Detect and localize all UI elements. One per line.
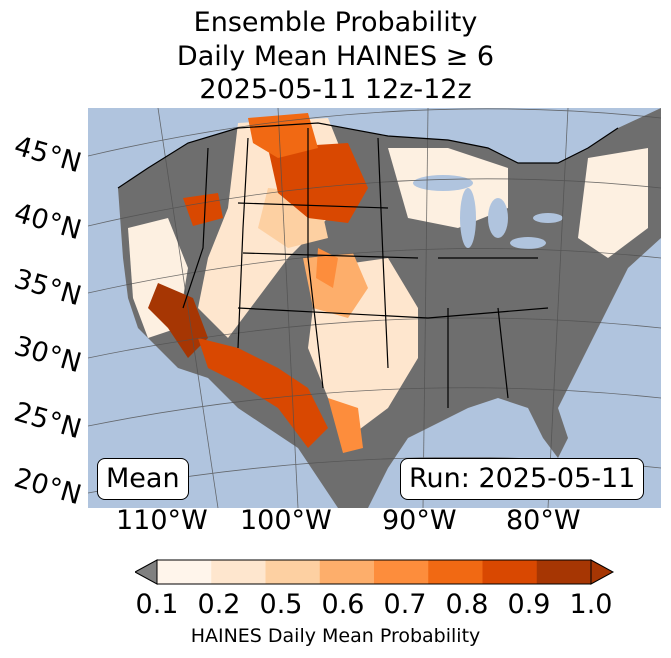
- colorbar-segment: [428, 560, 483, 584]
- title-line-3: 2025-05-11 12z-12z: [199, 74, 472, 105]
- colorbar-segment: [374, 560, 429, 584]
- colorbar-tick-label: 0.5: [259, 589, 303, 620]
- colorbar-segment: [536, 560, 592, 584]
- lon-label-80: 80°W: [506, 505, 581, 536]
- colorbar-over-arrow: [590, 559, 615, 585]
- colorbar-tick-label: 0.9: [507, 589, 551, 620]
- colorbar-segment: [157, 560, 212, 584]
- lat-label-45: 45°N: [10, 130, 85, 180]
- lat-label-20: 20°N: [10, 462, 85, 512]
- colorbar-tick-label: 0.7: [383, 589, 427, 620]
- colorbar-segment: [265, 560, 321, 584]
- lon-label-110: 110°W: [116, 505, 208, 536]
- colorbar-tick-label: 0.1: [135, 589, 179, 620]
- state-borders: [117, 122, 619, 408]
- colorbar-tick-label: 1.0: [569, 589, 613, 620]
- colorbar-tick-label: 0.2: [197, 589, 241, 620]
- colorbar-segment: [319, 560, 375, 584]
- run-date-box: Run: 2025-05-11: [400, 458, 645, 500]
- colorbar-label: HAINES Daily Mean Probability: [190, 625, 481, 647]
- lon-label-90: 90°W: [382, 505, 457, 536]
- colorbar-tick-label: 0.8: [445, 589, 489, 620]
- colorbar-under-arrow: [135, 559, 158, 585]
- colorbar-segments: [157, 560, 592, 584]
- colorbar-tick-label: 0.6: [321, 589, 365, 620]
- lat-label-30: 30°N: [10, 330, 85, 380]
- mean-label-box: Mean: [97, 458, 189, 500]
- colorbar-segment: [211, 560, 266, 584]
- lat-label-35: 35°N: [10, 263, 85, 313]
- probability-map: [88, 108, 661, 508]
- probability-patches: [128, 113, 648, 453]
- colorbar-frame: [156, 559, 592, 585]
- lat-label-25: 25°N: [10, 396, 85, 446]
- lon-label-100: 100°W: [240, 505, 332, 536]
- title-line-1: Ensemble Probability: [193, 7, 478, 38]
- colorbar: [135, 559, 615, 585]
- colorbar-segment: [482, 560, 538, 584]
- title-line-2: Daily Mean HAINES ≥ 6: [176, 41, 495, 72]
- lat-label-40: 40°N: [10, 197, 85, 247]
